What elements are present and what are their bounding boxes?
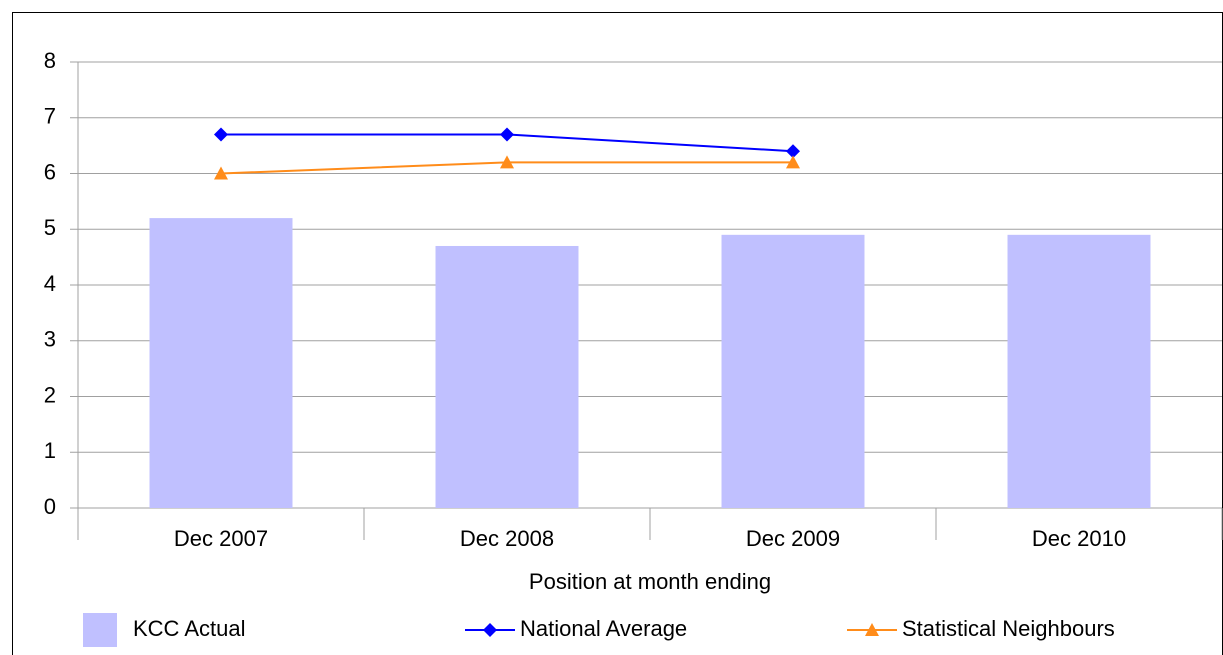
x-axis-title: Position at month ending — [529, 569, 771, 594]
y-tick-label: 6 — [44, 159, 56, 184]
legend-marker — [865, 623, 879, 636]
legend-label: National Average — [520, 616, 687, 641]
diamond-marker — [214, 127, 228, 142]
bar — [721, 234, 865, 508]
x-tick-label: Dec 2010 — [1032, 526, 1126, 551]
y-tick-label: 7 — [44, 104, 56, 129]
y-tick-label: 5 — [44, 215, 56, 240]
bar — [1007, 234, 1151, 508]
diamond-marker — [786, 144, 800, 159]
triangle-marker — [786, 155, 800, 169]
bar — [149, 218, 293, 508]
legend-label: Statistical Neighbours — [902, 616, 1115, 641]
triangle-marker — [214, 166, 228, 180]
y-tick-label: 0 — [44, 494, 56, 519]
legend-marker — [483, 623, 497, 637]
bar — [435, 245, 579, 508]
y-tick-label: 1 — [44, 438, 56, 463]
legend-label: KCC Actual — [133, 616, 246, 641]
diamond-marker — [500, 127, 514, 142]
triangle-marker — [500, 155, 514, 169]
y-tick-label: 8 — [44, 48, 56, 73]
y-tick-label: 2 — [44, 382, 56, 407]
y-tick-label: 3 — [44, 327, 56, 352]
legend-swatch — [83, 613, 117, 647]
x-tick-label: Dec 2007 — [174, 526, 268, 551]
y-tick-label: 4 — [44, 271, 56, 296]
x-tick-label: Dec 2009 — [746, 526, 840, 551]
x-tick-label: Dec 2008 — [460, 526, 554, 551]
